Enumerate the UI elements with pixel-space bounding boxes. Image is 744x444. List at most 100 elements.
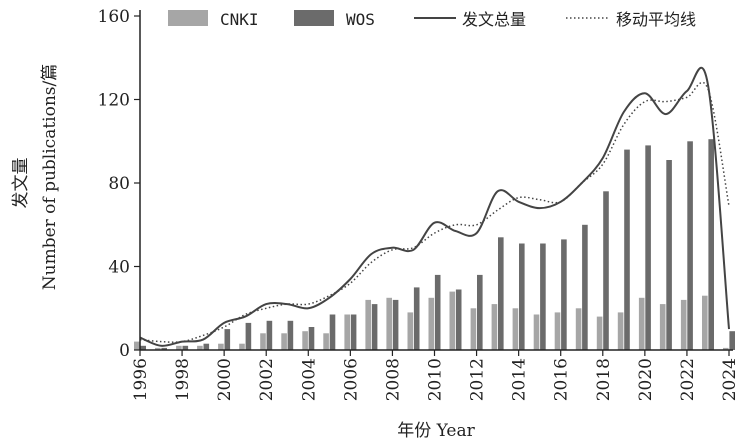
bar-cnki-2019 [617, 312, 624, 350]
bar-cnki-2002 [260, 333, 266, 350]
y-axis-title-zh-group: 发文量 [11, 158, 31, 209]
bar-wos-2012 [477, 274, 483, 350]
x-tick-label-group: 2012 [468, 358, 488, 401]
x-tick-label-group: 2004 [299, 358, 319, 401]
bar-cnki-1996 [134, 341, 140, 350]
bar-wos-2015 [540, 243, 546, 350]
bar-wos-2000 [224, 329, 231, 350]
bar-cnki-2003 [281, 333, 287, 350]
bar-wos-2020 [645, 145, 651, 350]
y-axis-title-en-group: Number of publications/篇 [40, 64, 60, 291]
bar-wos-2009 [413, 287, 420, 350]
bar-cnki-2023 [702, 295, 708, 350]
bar-cnki-2020 [638, 297, 645, 350]
x-tick-label-group: 2014 [510, 358, 530, 401]
bar-cnki-2010 [428, 297, 435, 350]
bar-wos-1998 [182, 345, 189, 350]
bar-wos-2019 [624, 149, 630, 350]
bar-cnki-1998 [176, 345, 182, 350]
bar-wos-2017 [582, 224, 588, 351]
bar-cnki-2022 [680, 299, 687, 350]
bar-layer [134, 139, 735, 351]
bar-wos-1999 [203, 343, 210, 350]
axes-layer [139, 10, 733, 351]
bar-cnki-2015 [533, 314, 540, 350]
y-tick-label: 160 [98, 7, 130, 27]
x-tick-label: 2020 [636, 358, 656, 401]
x-tick-label-group: 2000 [215, 358, 235, 401]
x-tick-label: 2024 [720, 358, 740, 401]
bar-wos-2003 [287, 320, 294, 350]
legend-label-cnki: CNKI [220, 10, 259, 29]
y-tick-label: 0 [119, 341, 130, 361]
legend-label-moving-average: 移动平均线 [616, 10, 696, 29]
bar-wos-2016 [561, 239, 567, 350]
bar-cnki-1999 [197, 345, 203, 350]
bar-cnki-2008 [386, 297, 392, 350]
bar-cnki-2004 [302, 331, 308, 350]
x-tick-label: 2018 [594, 358, 614, 401]
legend: CNKI WOS 发文总量 移动平均线 [168, 10, 696, 29]
y-tick-label: 80 [108, 174, 130, 194]
bar-cnki-2011 [449, 291, 456, 350]
bar-wos-2024 [729, 331, 735, 350]
y-axis-title-en: Number of publications/篇 [40, 64, 60, 291]
x-tick-label: 2012 [468, 358, 488, 401]
y-tick-label: 120 [98, 91, 130, 111]
bar-wos-2013 [498, 237, 504, 350]
x-tick-label-group: 2022 [678, 358, 698, 401]
bar-wos-2007 [371, 304, 378, 350]
tick-layer: 0 40 80 120 160 1996 1998 2000 2002 2004 2006 2008 2… [98, 7, 740, 401]
x-tick-label-group: 2002 [257, 358, 277, 401]
bar-cnki-2021 [659, 304, 666, 350]
bar-wos-2014 [519, 243, 525, 350]
bar-cnki-2017 [575, 308, 582, 351]
bar-wos-2018 [603, 191, 609, 350]
bar-wos-1997 [161, 347, 167, 350]
x-tick-label-group: 2008 [383, 358, 403, 401]
x-tick-label-group: 2016 [552, 358, 572, 401]
bar-wos-2001 [245, 322, 252, 350]
x-tick-label-group: 2018 [594, 358, 614, 401]
y-tick-label: 40 [108, 258, 130, 278]
legend-swatch-cnki [168, 10, 208, 26]
legend-label-wos: WOS [346, 10, 375, 29]
bar-cnki-2012 [470, 308, 477, 351]
bar-cnki-1997 [155, 347, 161, 350]
bar-wos-2004 [308, 327, 315, 350]
bar-cnki-2001 [239, 343, 245, 350]
bar-wos-2011 [455, 289, 462, 350]
bar-cnki-2007 [365, 299, 371, 350]
x-tick-label: 2008 [383, 358, 403, 401]
x-tick-label-group: 1998 [173, 358, 193, 401]
bar-cnki-2016 [554, 312, 561, 350]
bar-wos-2002 [266, 320, 273, 350]
x-tick-label: 2000 [215, 358, 235, 401]
line-total-publications [139, 66, 730, 347]
bar-wos-2008 [392, 299, 399, 350]
bar-wos-2005 [329, 314, 336, 350]
x-axis-title: 年份 Year [397, 421, 475, 441]
x-tick-label-group: 2020 [636, 358, 656, 401]
y-axis-title-zh: 发文量 [11, 158, 31, 209]
bar-cnki-2009 [407, 312, 414, 350]
x-tick-label: 2010 [426, 358, 446, 401]
bar-wos-2021 [666, 160, 672, 350]
x-tick-label: 2002 [257, 358, 277, 401]
x-tick-label: 2022 [678, 358, 698, 401]
x-tick-label: 1998 [173, 358, 193, 401]
line-layer [139, 66, 730, 347]
bar-cnki-2024 [723, 347, 729, 350]
x-tick-label: 1996 [131, 358, 151, 401]
bar-wos-1996 [140, 345, 146, 350]
x-tick-label: 2016 [552, 358, 572, 401]
legend-swatch-wos [294, 10, 334, 26]
x-tick-label-group: 2024 [720, 358, 740, 401]
bar-cnki-2018 [596, 316, 603, 350]
bar-cnki-2014 [512, 308, 519, 351]
x-tick-label-group: 2010 [426, 358, 446, 401]
bar-wos-2023 [708, 139, 714, 350]
bar-cnki-2006 [344, 314, 350, 350]
x-tick-label: 2006 [341, 358, 361, 401]
